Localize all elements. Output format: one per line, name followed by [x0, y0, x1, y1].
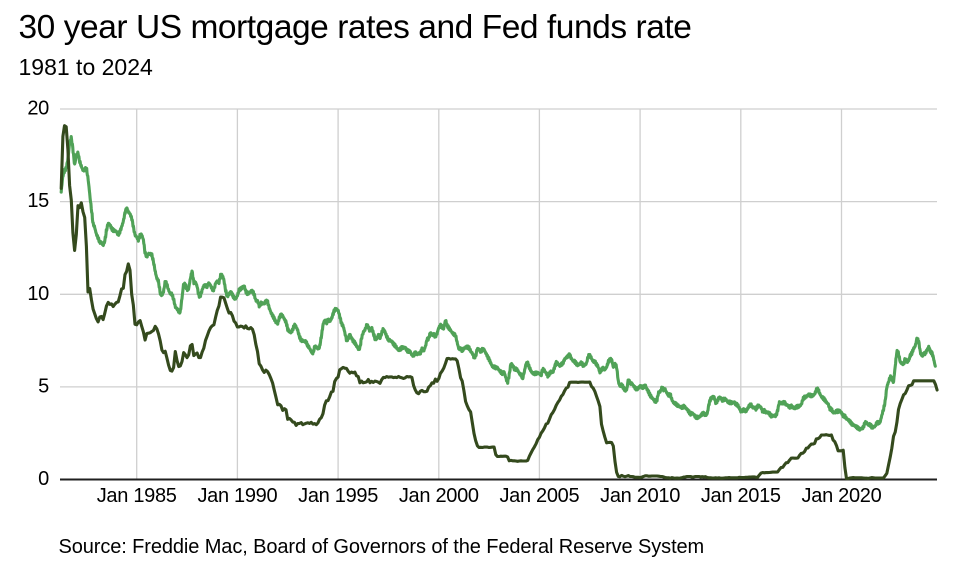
svg-text:20: 20	[27, 98, 49, 120]
svg-text:Jan 2015: Jan 2015	[701, 485, 781, 507]
svg-text:15: 15	[27, 190, 49, 212]
svg-text:Jan 1990: Jan 1990	[197, 485, 277, 507]
svg-text:10: 10	[27, 283, 49, 305]
svg-text:1981 to 2024: 1981 to 2024	[19, 54, 154, 80]
svg-text:5: 5	[38, 376, 49, 398]
svg-text:30 year US mortgage rates and: 30 year US mortgage rates and Fed funds …	[19, 9, 692, 46]
svg-text:Jan 2005: Jan 2005	[499, 485, 579, 507]
svg-text:Jan 1995: Jan 1995	[298, 485, 378, 507]
svg-text:Jan 1985: Jan 1985	[97, 485, 177, 507]
svg-text:Source: Freddie Mac, Board of: Source: Freddie Mac, Board of Governors …	[59, 536, 705, 558]
svg-text:Jan 2020: Jan 2020	[802, 485, 882, 507]
svg-text:Jan 2010: Jan 2010	[600, 485, 680, 507]
svg-text:Jan 2000: Jan 2000	[399, 485, 479, 507]
svg-text:0: 0	[38, 468, 49, 490]
